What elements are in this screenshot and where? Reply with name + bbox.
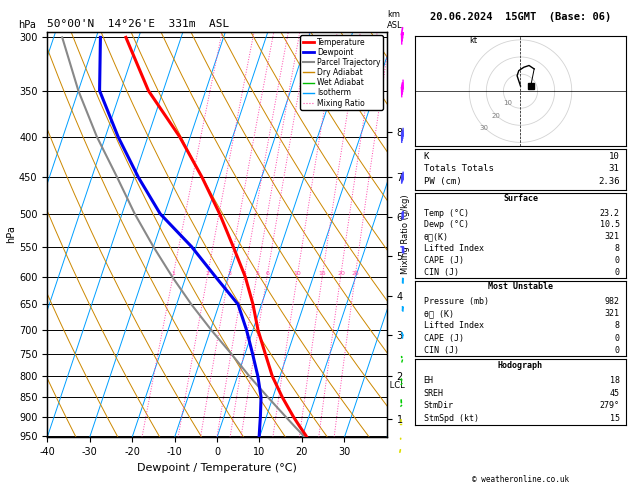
Text: 30: 30 [479,125,488,131]
Text: θᴇ (K): θᴇ (K) [423,309,454,318]
Text: SREH: SREH [423,389,443,398]
Text: Surface: Surface [503,194,538,203]
Text: hPa: hPa [18,19,36,30]
Text: CIN (J): CIN (J) [423,346,459,355]
Text: kt: kt [469,36,477,45]
Text: 0: 0 [615,268,620,277]
X-axis label: Dewpoint / Temperature (°C): Dewpoint / Temperature (°C) [137,463,297,473]
Text: 10: 10 [609,152,620,161]
Text: 321: 321 [604,309,620,318]
Text: km
ASL: km ASL [387,10,403,30]
Text: Lifted Index: Lifted Index [423,244,484,253]
Text: 10.5: 10.5 [599,220,620,229]
Text: 8: 8 [615,244,620,253]
Text: Mixing Ratio (g/kg): Mixing Ratio (g/kg) [401,195,410,274]
Text: 15: 15 [319,272,326,277]
Text: 10: 10 [504,101,513,106]
Text: 0: 0 [615,333,620,343]
Text: CAPE (J): CAPE (J) [423,333,464,343]
Text: 10: 10 [294,272,301,277]
Text: CAPE (J): CAPE (J) [423,256,464,265]
Text: 20: 20 [337,272,345,277]
Text: 25: 25 [352,272,359,277]
Text: © weatheronline.co.uk: © weatheronline.co.uk [472,474,569,484]
Text: 50°00'N  14°26'E  331m  ASL: 50°00'N 14°26'E 331m ASL [47,19,230,30]
Text: K: K [423,152,429,161]
Text: 2.36: 2.36 [598,177,620,186]
Text: 6: 6 [265,272,269,277]
Text: 3: 3 [227,272,231,277]
Text: 20.06.2024  15GMT  (Base: 06): 20.06.2024 15GMT (Base: 06) [430,12,611,22]
Text: Most Unstable: Most Unstable [488,282,553,292]
Text: StmDir: StmDir [423,401,454,410]
Text: LCL: LCL [387,381,404,390]
Text: Temp (°C): Temp (°C) [423,208,469,218]
Text: 0: 0 [615,346,620,355]
Text: 15: 15 [610,414,620,423]
Text: 31: 31 [609,164,620,173]
Legend: Temperature, Dewpoint, Parcel Trajectory, Dry Adiabat, Wet Adiabat, Isotherm, Mi: Temperature, Dewpoint, Parcel Trajectory… [301,35,383,110]
Text: θᴇ(K): θᴇ(K) [423,232,448,241]
Y-axis label: hPa: hPa [6,226,16,243]
Text: Lifted Index: Lifted Index [423,321,484,330]
Text: 321: 321 [604,232,620,241]
Text: StmSpd (kt): StmSpd (kt) [423,414,479,423]
Text: EH: EH [423,376,433,385]
Text: Pressure (mb): Pressure (mb) [423,297,489,306]
Text: 23.2: 23.2 [599,208,620,218]
Text: 1: 1 [172,272,175,277]
Text: CIN (J): CIN (J) [423,268,459,277]
Text: 279°: 279° [599,401,620,410]
Text: 5: 5 [255,272,259,277]
Text: 0: 0 [615,256,620,265]
Text: Totals Totals: Totals Totals [423,164,493,173]
Text: 982: 982 [604,297,620,306]
Text: 4: 4 [243,272,247,277]
Text: PW (cm): PW (cm) [423,177,461,186]
Text: Dewp (°C): Dewp (°C) [423,220,469,229]
Text: 2: 2 [206,272,210,277]
Text: 20: 20 [491,113,500,119]
Text: 8: 8 [615,321,620,330]
Text: 45: 45 [610,389,620,398]
Text: Hodograph: Hodograph [498,361,543,370]
Text: 18: 18 [610,376,620,385]
